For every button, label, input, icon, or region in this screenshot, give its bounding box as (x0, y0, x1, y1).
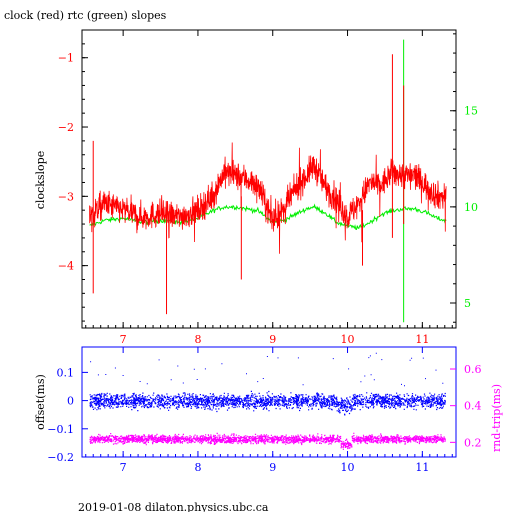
top-x-tick-label: 8 (194, 333, 201, 346)
bottom-y2-tick-label: 0.4 (464, 400, 482, 413)
offset-roundtrip-plot: 7 8 9 10 11 −0.2 −0.1 0 0.1 0.2 0.4 0.6 offset(ms) rn… (34, 346, 503, 474)
top-y-tick-label: −4 (58, 260, 74, 273)
rndtrip-series-points (89, 432, 446, 450)
top-y-tick-label: −3 (58, 190, 74, 203)
clock-slope-plot: 7 8 9 10 11 −4 −3 −2 −1 5 10 15 clockslope (34, 29, 478, 346)
top-x-tick-label: 10 (341, 333, 355, 346)
top-y2-tick-label: 5 (464, 297, 471, 310)
offset-outlier-points (90, 352, 444, 387)
clock-series-line (89, 142, 447, 254)
top-y-axis-label: clockslope (34, 151, 47, 209)
chart-title: clock (red) rtc (green) slopes (4, 9, 167, 22)
bottom-y-tick-label: −0.1 (47, 423, 74, 436)
top-x-tick-label: 9 (269, 333, 276, 346)
bottom-y2-axis-label: rnd-trip(ms) (490, 384, 503, 452)
bottom-x-tick-label: 9 (269, 461, 276, 474)
bottom-y2-tick-label: 0.2 (464, 436, 482, 449)
offset-series-points (89, 390, 446, 416)
top-plot-frame (81, 29, 457, 329)
bottom-x-tick-label: 11 (415, 461, 429, 474)
bottom-x-tick-label: 8 (194, 461, 201, 474)
bottom-x-tick-label: 10 (341, 461, 355, 474)
bottom-x-tick-label: 7 (120, 461, 127, 474)
bottom-plot-frame (81, 346, 457, 458)
top-y-tick-label: −2 (58, 121, 74, 134)
bottom-y2-tick-label: 0.6 (464, 363, 482, 376)
bottom-y-tick-label: 0.1 (57, 366, 75, 379)
bottom-y-tick-label: 0 (67, 395, 74, 408)
top-x-tick-label: 7 (120, 333, 127, 346)
top-y2-tick-label: 10 (464, 201, 478, 214)
bottom-y-axis-label: offset(ms) (34, 374, 47, 430)
top-y2-tick-label: 15 (464, 105, 478, 118)
top-y-tick-label: −1 (58, 52, 74, 65)
top-x-tick-label: 11 (415, 333, 429, 346)
bottom-y-tick-label: −0.2 (47, 451, 74, 464)
footer-text: 2019-01-08 dilaton.physics.ubc.ca (78, 501, 269, 512)
